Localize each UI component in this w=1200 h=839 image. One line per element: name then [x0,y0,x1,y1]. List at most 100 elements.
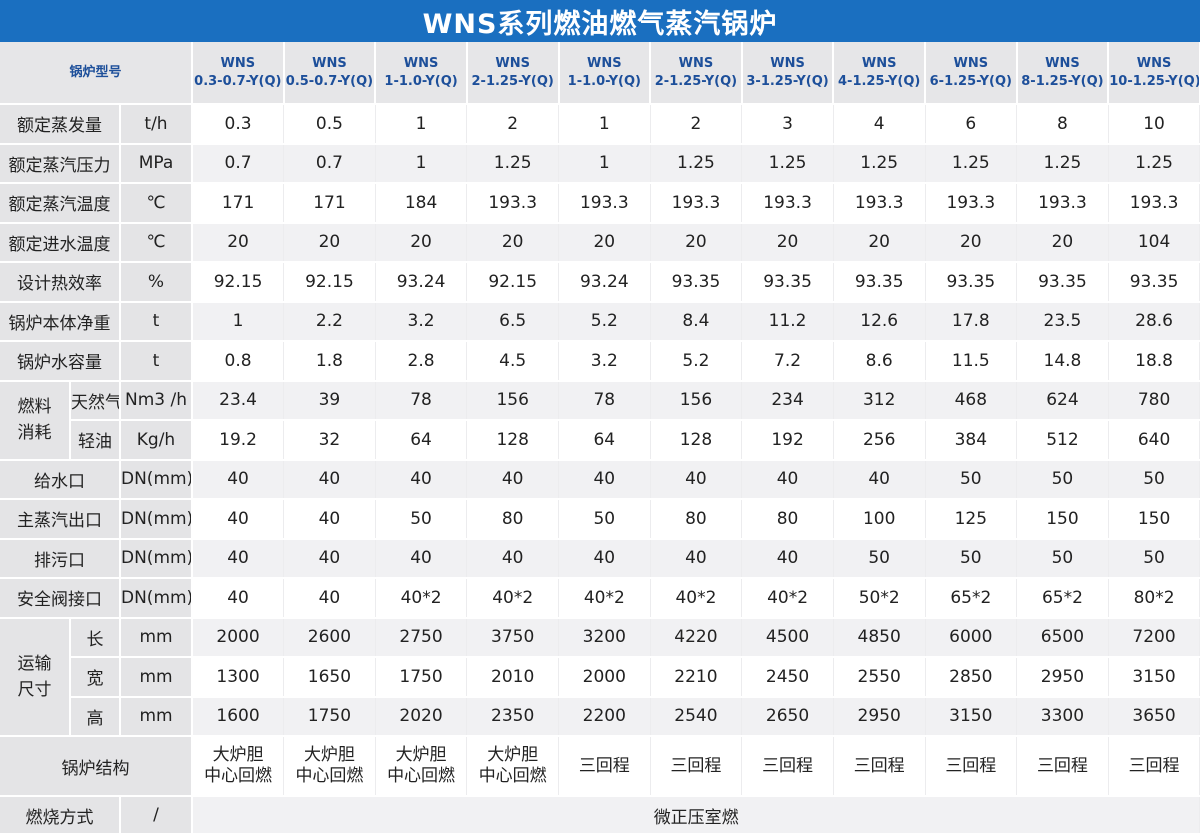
cell-value: 40 [283,499,376,540]
cell-value: 三回程 [1016,736,1109,797]
table-row: 轻油 Kg/h 19.2 32 64 128 64 128 192 256 384 512 640 [0,420,1200,461]
row-label: 高 [70,696,121,737]
cell-line: 大炉胆 [303,745,355,765]
table-row: 安全阀接口 DN(mm) 40 40 40*2 40*2 40*2 40*2 40*2 50*2 6… [0,578,1200,619]
cell-value: 3 [741,104,834,145]
row-unit: ℃ [120,222,193,263]
group-label-line: 消耗 [17,423,52,443]
cell-value: 193.3 [650,183,743,224]
model-line: 0.3-0.7-Y(Q) [194,73,282,89]
cell-value: 2010 [466,657,559,698]
model-line: WNS [220,55,256,71]
row-label: 额定蒸汽温度 [0,183,121,224]
table-row: 额定进水温度 ℃ 20 20 20 20 20 20 20 20 20 20 104 [0,222,1200,263]
cell-line: 三回程 [578,755,630,776]
cell-value: 193.3 [558,183,651,224]
row-label: 排污口 [0,538,121,579]
cell-value: 23.5 [1016,301,1109,342]
model-line: 2-1.25-Y(Q) [654,73,738,89]
cell-value: 6500 [1016,617,1109,658]
cell-value: 17.8 [925,301,1018,342]
row-unit: mm [120,617,193,658]
cell-line: 三回程 [945,755,997,776]
cell-value: 150 [1016,499,1109,540]
cell-value: 640 [1108,420,1200,461]
cell-value: 193.3 [833,183,926,224]
group-label-line: 运输 [17,653,52,674]
row-unit: ℃ [120,183,193,224]
cell-value: 65*2 [925,578,1018,619]
cell-value: 5.2 [650,341,743,382]
cell-value: 156 [466,380,559,421]
spec-table: 锅炉型号 WNS 0.3-0.7-Y(Q) WNS 0.5-0.7-Y(Q) WNS 1-1… [0,42,1200,835]
cell-value: 7.2 [741,341,834,382]
cell-value: 1.25 [1016,143,1109,184]
cell-value: 193.3 [741,183,834,224]
spec-table-body: 锅炉型号 WNS 0.3-0.7-Y(Q) WNS 0.5-0.7-Y(Q) WNS 1-1… [0,42,1200,835]
cell-value: 40 [192,459,285,500]
cell-value: 20 [741,222,834,263]
cell-value: 1.25 [466,143,559,184]
cell-value: 1 [558,104,651,145]
row-label: 给水口 [0,459,121,500]
cell-value: 8.4 [650,301,743,342]
cell-value: 4500 [741,617,834,658]
row-unit: MPa [120,143,193,184]
cell-value: 20 [1016,222,1109,263]
cell-value: 11.2 [741,301,834,342]
cell-value: 微正压室燃 [192,796,1200,835]
row-unit: mm [120,657,193,698]
cell-value: 1650 [283,657,376,698]
cell-value: 2950 [833,696,926,737]
cell-value: 2200 [558,696,651,737]
cell-value: 1.8 [283,341,376,382]
cell-value: 80 [466,499,559,540]
cell-value: 512 [1016,420,1109,461]
cell-value: 18.8 [1108,341,1200,382]
row-label: 轻油 [70,420,121,461]
model-line: WNS [953,55,989,71]
model-line: 1-1.0-Y(Q) [384,73,458,89]
cell-value: 192 [741,420,834,461]
cell-value: 20 [192,222,285,263]
cell-value: 2210 [650,657,743,698]
cell-value: 12.6 [833,301,926,342]
model-line: WNS [1136,55,1172,71]
table-row: 额定蒸发量 t/h 0.3 0.5 1 2 1 2 3 4 6 8 10 [0,104,1200,145]
cell-value: 92.15 [192,262,285,303]
cell-value: 40*2 [466,578,559,619]
cell-value: 19.2 [192,420,285,461]
cell-value: 2.8 [375,341,468,382]
table-row: 排污口 DN(mm) 40 40 40 40 40 40 40 50 50 50 50 [0,538,1200,579]
cell-value: 40 [833,459,926,500]
cell-value: 1300 [192,657,285,698]
cell-value: 40 [192,499,285,540]
cell-value: 2540 [650,696,743,737]
row-unit: t [120,301,193,342]
cell-value: 40 [283,538,376,579]
cell-value: 1.25 [1108,143,1200,184]
cell-value: 50 [1108,459,1200,500]
cell-value: 28.6 [1108,301,1200,342]
table-row: 锅炉本体净重 t 1 2.2 3.2 6.5 5.2 8.4 11.2 12.6 17.8 23.5 2… [0,301,1200,342]
table-row: 宽 mm 1300 1650 1750 2010 2000 2210 2450 2550 2850 2… [0,657,1200,698]
group-label-line: 燃料 [17,397,52,417]
model-line: 8-1.25-Y(Q) [1021,73,1104,89]
model-line: WNS [1045,55,1080,71]
cell-line: 三回程 [762,755,814,776]
cell-value: 1750 [283,696,376,737]
cell-value: 50 [925,459,1018,500]
cell-value: 1.25 [650,143,743,184]
cell-value: 2.2 [283,301,376,342]
cell-value: 50 [833,538,926,579]
cell-value: 3300 [1016,696,1109,737]
cell-value: 3.2 [558,341,651,382]
cell-value: 40 [650,459,743,500]
cell-value: 93.35 [1016,262,1109,303]
cell-value: 14.8 [1016,341,1109,382]
cell-value: 65*2 [1016,578,1109,619]
cell-value: 4220 [650,617,743,658]
model-line: 2-1.25-Y(Q) [471,73,554,89]
cell-value: 184 [375,183,468,224]
cell-value: 50 [925,538,1018,579]
